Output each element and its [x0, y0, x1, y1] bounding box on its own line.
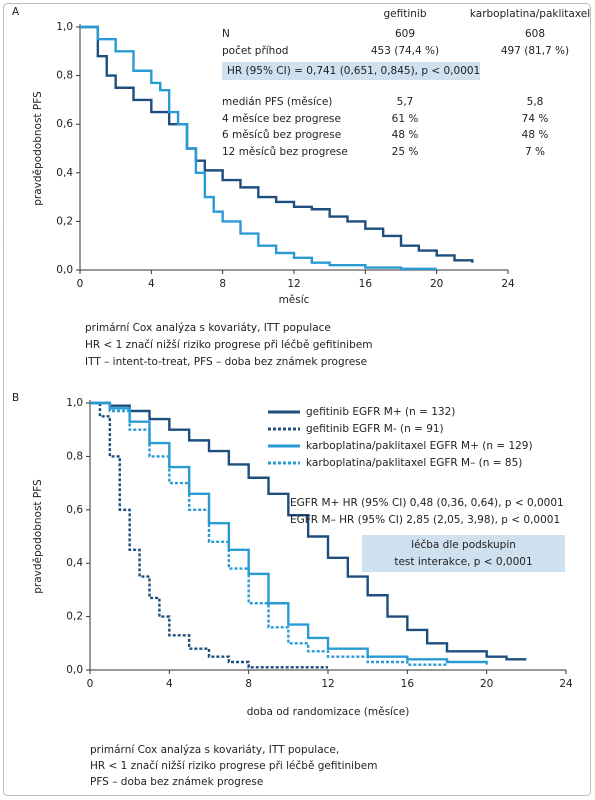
note: ITT – intent-to-treat, PFS – doba bez zn… [85, 356, 367, 368]
panel-label: B [12, 392, 19, 404]
box-text: léčba dle podskupin [411, 539, 516, 551]
table-cell: 5,7 [397, 96, 414, 108]
table-row-label: medián PFS (měsíce) [222, 96, 332, 108]
x-tick-label: 0 [87, 678, 94, 690]
survival-curve [90, 401, 527, 661]
table-cell: 61 % [392, 113, 419, 125]
table-cell: 609 [395, 28, 415, 40]
x-tick-label: 20 [480, 678, 493, 690]
y-tick-label: 0,0 [66, 664, 83, 676]
x-tick-label: 8 [219, 278, 226, 290]
note: primární Cox analýza s kovariáty, ITT po… [90, 744, 339, 756]
y-tick-label: 1,0 [66, 397, 83, 409]
table-cell: 7 % [525, 146, 545, 158]
table-header: gefitinib [383, 8, 426, 20]
x-tick-label: 16 [401, 678, 415, 690]
legend-label: gefitinib EGFR M- (n = 91) [306, 423, 444, 435]
x-tick-label: 12 [321, 678, 334, 690]
table-cell: 453 (74,4 %) [371, 45, 439, 57]
legend-label: karboplatina/paklitaxel EGFR M+ (n = 129… [306, 440, 533, 452]
note: PFS – doba bez známek progrese [90, 776, 263, 788]
x-tick-label: 24 [501, 278, 515, 290]
x-tick-label: 24 [559, 678, 573, 690]
panel-label: A [12, 6, 20, 18]
x-tick-label: 20 [430, 278, 443, 290]
table-row-label: 6 měsíců bez progrese [222, 129, 341, 141]
table-cell: 48 % [392, 129, 419, 141]
table-header: karboplatina/paklitaxel [470, 8, 590, 20]
x-tick-label: 4 [148, 278, 155, 290]
x-tick-label: 16 [359, 278, 373, 290]
y-tick-label: 0,2 [66, 611, 83, 623]
survival-curve [90, 401, 328, 669]
table-cell: 25 % [392, 146, 419, 158]
survival-curve [90, 401, 447, 666]
table-cell: 74 % [522, 113, 549, 125]
legend-label: karboplatina/paklitaxel EGFR M– (n = 85) [306, 457, 522, 469]
y-tick-label: 0,2 [56, 215, 73, 227]
y-tick-label: 0,4 [66, 557, 83, 569]
box-text: test interakce, p < 0,0001 [394, 556, 532, 568]
y-tick-label: 1,0 [56, 21, 73, 33]
table-row-label: 4 měsíce bez progrese [222, 113, 341, 125]
x-tick-label: 12 [287, 278, 300, 290]
annotation: EGFR M+ HR (95% CI) 0,48 (0,36, 0,64), p… [290, 497, 564, 509]
highlight-box [222, 62, 480, 80]
table-cell: 608 [525, 28, 545, 40]
table-cell: 497 (81,7 %) [501, 45, 569, 57]
y-tick-label: 0,0 [56, 264, 73, 276]
y-tick-label: 0,4 [56, 167, 73, 179]
y-tick-label: 0,8 [56, 70, 73, 82]
table-cell: 48 % [522, 129, 549, 141]
table-row-label: 12 měsíců bez progrese [222, 146, 348, 158]
note: primární Cox analýza s kovariáty, ITT po… [85, 322, 331, 334]
x-tick-label: 8 [245, 678, 252, 690]
box-text: HR (95% CI) = 0,741 (0,651, 0,845), p < … [227, 65, 480, 77]
x-tick-label: 4 [166, 678, 173, 690]
x-axis-label: doba od randomizace (měsíce) [247, 706, 410, 718]
note: HR < 1 značí nižší riziko progrese při l… [90, 760, 377, 772]
y-tick-label: 0,6 [66, 504, 83, 516]
y-axis-label: pravděpodobnost PFS [32, 91, 44, 206]
legend-label: gefitinib EGFR M+ (n = 132) [306, 406, 455, 418]
table-row-label: N [222, 28, 230, 40]
x-axis-label: měsíc [279, 294, 310, 306]
x-tick-label: 0 [77, 278, 84, 290]
y-axis-label: pravděpodobnost PFS [32, 479, 44, 594]
y-tick-label: 0,6 [56, 118, 73, 130]
note: HR < 1 značí nižší riziko progrese při l… [85, 339, 372, 351]
table-row-label: počet příhod [222, 45, 288, 57]
table-cell: 5,8 [527, 96, 544, 108]
frame [3, 3, 591, 796]
survival-curve [80, 25, 474, 263]
y-tick-label: 0,8 [66, 450, 83, 462]
annotation: EGFR M– HR (95% CI) 2,85 (2,05, 3,98), p… [290, 514, 560, 526]
survival-curve [80, 25, 437, 270]
highlight-box [362, 535, 565, 572]
